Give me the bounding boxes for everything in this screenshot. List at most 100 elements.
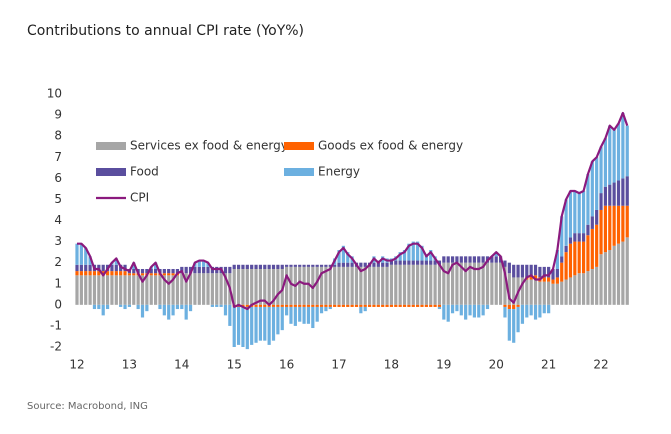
bar-segment xyxy=(88,271,92,276)
bar-segment xyxy=(385,304,389,307)
bar-segment xyxy=(324,304,328,307)
bar-segment xyxy=(590,216,594,229)
bar-segment xyxy=(84,271,88,276)
bar-segment xyxy=(132,268,136,274)
bar-segment xyxy=(92,304,97,310)
bar-segment xyxy=(101,271,105,276)
legend-label: Food xyxy=(130,165,159,179)
bar-segment xyxy=(162,275,166,305)
bar-segment xyxy=(437,304,442,307)
bar-segment xyxy=(350,304,354,307)
bar-segment xyxy=(616,180,621,206)
bar-segment xyxy=(298,304,302,307)
bar-segment xyxy=(407,243,411,261)
bar-segment xyxy=(450,256,455,263)
bar-segment xyxy=(608,125,612,185)
bar-segment xyxy=(171,304,175,316)
bar-segment xyxy=(407,304,411,307)
bar-segment xyxy=(236,306,241,345)
bar-segment xyxy=(350,266,354,305)
bar-segment xyxy=(280,264,284,269)
bar-segment xyxy=(437,306,442,310)
y-tick-label: 7 xyxy=(54,150,62,164)
bar-segment xyxy=(485,262,490,305)
bar-segment xyxy=(105,304,110,310)
bar-segment xyxy=(577,273,581,305)
bar-segment xyxy=(167,304,171,320)
bar-segment xyxy=(542,266,546,278)
y-tick-label: 1 xyxy=(54,276,62,290)
bar-segment xyxy=(271,264,276,269)
bar-segment xyxy=(114,264,118,272)
bar-segment xyxy=(123,271,127,276)
bar-segment xyxy=(245,264,249,269)
bar-segment xyxy=(250,264,254,269)
bar-segment xyxy=(306,264,311,267)
bar-segment xyxy=(245,306,249,350)
bar-segment xyxy=(359,304,363,307)
bar-segment xyxy=(367,266,372,305)
bar-segment xyxy=(188,304,193,312)
y-tick-label: -1 xyxy=(50,318,62,332)
bar-segment xyxy=(202,273,206,305)
x-tick-label: 12 xyxy=(69,358,84,372)
bar-segment xyxy=(180,304,184,310)
bar-segment xyxy=(455,256,459,263)
bar-segment xyxy=(398,260,402,265)
bar-segment xyxy=(407,264,411,305)
bar-segment xyxy=(346,304,350,307)
bar-segment xyxy=(581,241,586,274)
bar-segment xyxy=(595,209,599,225)
bar-segment xyxy=(507,304,511,310)
bar-segment xyxy=(171,273,175,276)
bar-segment xyxy=(149,275,153,305)
bar-segment xyxy=(263,304,267,307)
bar-segment xyxy=(363,262,367,267)
bar-segment xyxy=(119,275,123,305)
bar-segment xyxy=(533,304,538,320)
bar-segment xyxy=(420,304,424,307)
bar-segment xyxy=(564,199,568,246)
bar-segment xyxy=(92,271,97,276)
bar-segment xyxy=(232,306,236,347)
bar-segment xyxy=(433,260,437,265)
bar-segment xyxy=(437,260,442,265)
bar-segment xyxy=(481,304,485,316)
bar-segment xyxy=(464,262,468,305)
bar-segment xyxy=(468,304,472,316)
bar-segment xyxy=(472,262,476,305)
bar-segment xyxy=(529,275,533,280)
bar-segment xyxy=(420,245,424,261)
bar-segment xyxy=(560,262,564,282)
x-tick-label: 21 xyxy=(541,358,556,372)
bar-segment xyxy=(411,260,415,265)
bar-segment xyxy=(424,304,428,307)
bar-segment xyxy=(416,260,420,265)
bar-segment xyxy=(455,262,459,305)
bar-segment xyxy=(586,224,590,236)
bar-segment xyxy=(285,304,289,307)
bar-segment xyxy=(608,184,612,206)
legend-swatch xyxy=(96,168,126,176)
bar-segment xyxy=(298,266,302,305)
bar-segment xyxy=(315,266,319,305)
bar-segment xyxy=(136,275,140,305)
bar-segment xyxy=(477,304,481,318)
bar-segment xyxy=(477,256,481,263)
bar-segment xyxy=(97,304,101,310)
x-tick-label: 19 xyxy=(436,358,451,372)
bar-segment xyxy=(341,262,345,267)
bar-segment xyxy=(202,260,206,267)
bar-segment xyxy=(498,262,503,305)
bar-segment xyxy=(381,262,385,267)
bar-segment xyxy=(411,241,415,261)
bar-segment xyxy=(154,268,158,274)
bar-segment xyxy=(564,245,568,253)
bar-segment xyxy=(621,241,625,305)
bar-segment xyxy=(481,262,485,305)
bar-segment xyxy=(621,205,625,242)
bar-segment xyxy=(533,264,538,276)
bar-segment xyxy=(263,268,267,305)
bar-segment xyxy=(114,271,118,276)
bar-segment xyxy=(398,252,402,261)
